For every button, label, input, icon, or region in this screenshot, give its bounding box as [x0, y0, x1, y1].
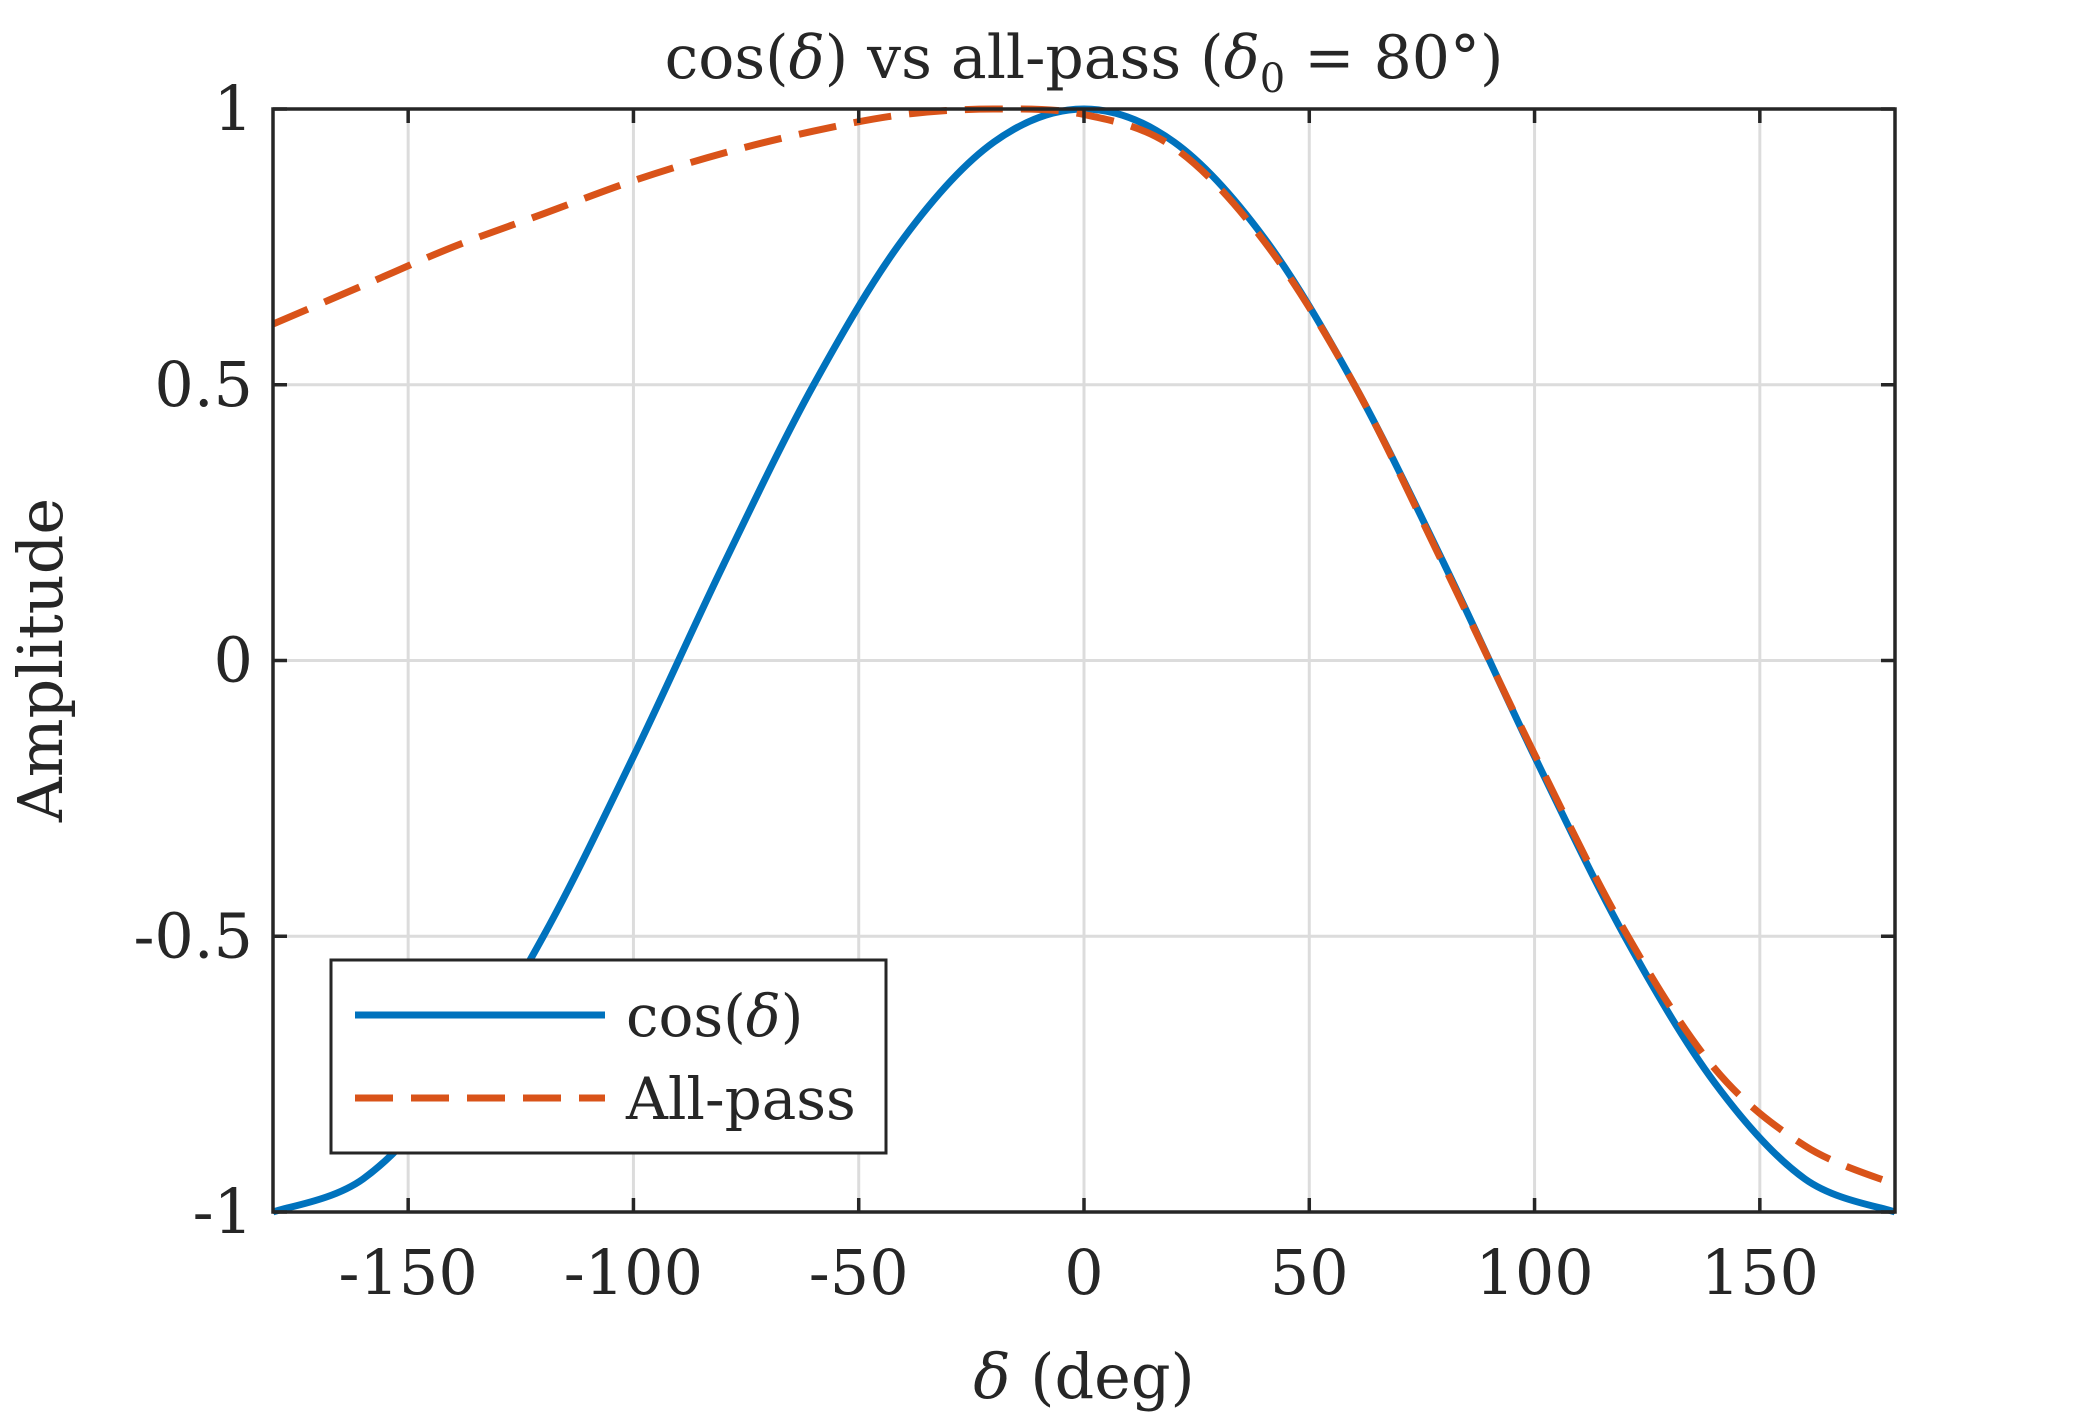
- axis-ticks: -150 -100 -50 0 50 100 150 -1 -0.5 0 0.5 1: [133, 72, 1895, 1309]
- x-tick-label: 150: [1701, 1236, 1819, 1309]
- y-tick-label: 0: [214, 624, 253, 697]
- y-tick-label: -0.5: [133, 899, 253, 972]
- y-tick-label: -1: [193, 1175, 253, 1248]
- y-tick-label: 0.5: [154, 348, 253, 421]
- x-axis-label: δ (deg): [973, 1340, 1194, 1413]
- y-axis-label: Amplitude: [4, 498, 77, 823]
- chart-title: cos(δ) vs all-pass (δ0 = 80°): [665, 23, 1504, 102]
- x-tick-label: 100: [1475, 1236, 1593, 1309]
- legend-label-allpass: All-pass: [625, 1065, 856, 1133]
- y-tick-label: 1: [214, 72, 253, 145]
- series-line-allpass: [271, 105, 1897, 1188]
- x-tick-label: 50: [1270, 1236, 1349, 1309]
- x-tick-label: -50: [809, 1236, 909, 1309]
- legend-label-cos: cos(δ): [626, 982, 803, 1050]
- x-tick-label: -150: [339, 1236, 478, 1309]
- legend-box: [329, 958, 888, 1155]
- legend: cos(δ) All-pass: [329, 958, 888, 1155]
- x-tick-label: -100: [564, 1236, 703, 1309]
- x-tick-label: 0: [1064, 1236, 1103, 1309]
